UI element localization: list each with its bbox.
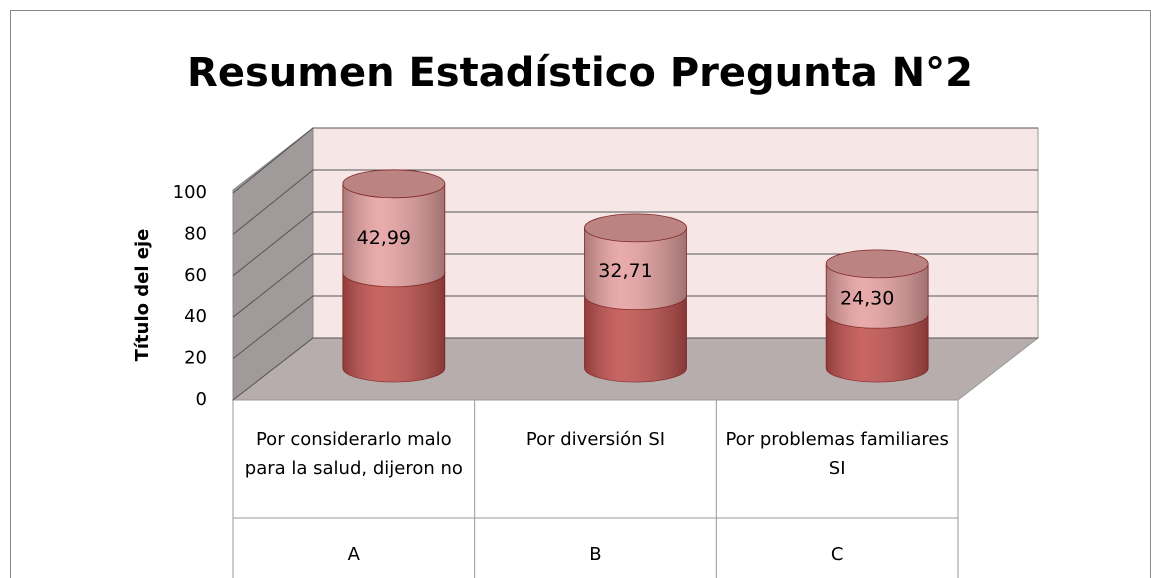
y-tick-label: 40 [184,306,207,327]
cylinder-shade [584,295,687,382]
data-label: 32,71 [598,260,652,282]
grid-line [232,295,1038,359]
cylinder-top-shade [584,213,687,242]
grid-line [232,127,1038,194]
x-tick-label: Por diversión SI [525,429,666,450]
grid-line [232,211,1038,277]
cylinder-top [342,169,446,199]
cylinder-top [584,213,687,243]
grid-line [232,169,1038,235]
cylinder-shade [826,263,929,329]
y-tick-label: 0 [196,389,207,410]
cylinder-top-shade [826,249,929,278]
y-axis-label: Título del eje [132,229,153,362]
cylinder-shade [342,272,445,382]
grid-line [232,337,1038,401]
y-tick-label: 20 [184,348,207,369]
y-tick-label: 60 [184,265,207,286]
y-tick-label: 100 [173,182,207,203]
x-group-label: C [830,544,844,565]
grid-line [232,253,1038,318]
cylinder-shade [826,314,929,382]
x-tick-label: Por considerarlo malo para la salud, dij… [244,429,463,479]
cylinder-top-shade [342,169,445,198]
cylinder-shade [342,183,445,287]
x-group-label: B [589,544,602,565]
y-tick-label: 80 [184,223,207,244]
chart-title: Resumen Estadístico Pregunta N°2 [187,50,973,96]
data-label: 24,30 [840,288,894,310]
x-tick-label: Por problemas familiares SI [725,429,949,479]
x-group-label: A [347,544,360,565]
data-label: 42,99 [357,227,411,249]
cylinder-shade [584,227,687,310]
cylinder-top [825,249,929,279]
